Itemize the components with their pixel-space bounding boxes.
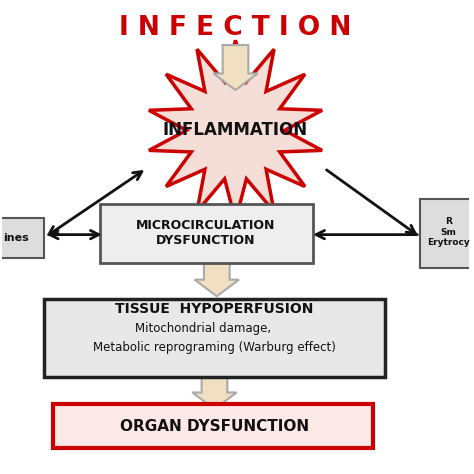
Text: I N F E C T I O N: I N F E C T I O N <box>119 16 352 41</box>
Polygon shape <box>192 377 237 409</box>
FancyBboxPatch shape <box>0 218 44 258</box>
Text: Mitochondrial damage,: Mitochondrial damage, <box>135 321 271 335</box>
Text: ORGAN DYSFUNCTION: ORGAN DYSFUNCTION <box>120 419 309 434</box>
Text: R
Sm
Erytrocy: R Sm Erytrocy <box>427 218 470 247</box>
Text: MICROCIRCULATION
DYSFUNCTION: MICROCIRCULATION DYSFUNCTION <box>136 219 275 247</box>
Polygon shape <box>195 263 239 296</box>
FancyBboxPatch shape <box>53 404 374 448</box>
FancyBboxPatch shape <box>44 299 385 377</box>
Text: ines: ines <box>3 233 29 243</box>
Text: Metabolic reprograming (Warburg effect): Metabolic reprograming (Warburg effect) <box>93 341 336 354</box>
FancyBboxPatch shape <box>420 199 474 268</box>
FancyBboxPatch shape <box>100 204 313 263</box>
Text: INFLAMMATION: INFLAMMATION <box>163 121 308 139</box>
Polygon shape <box>213 45 258 90</box>
Text: TISSUE  HYPOPERFUSION: TISSUE HYPOPERFUSION <box>115 302 314 316</box>
Polygon shape <box>149 40 322 220</box>
